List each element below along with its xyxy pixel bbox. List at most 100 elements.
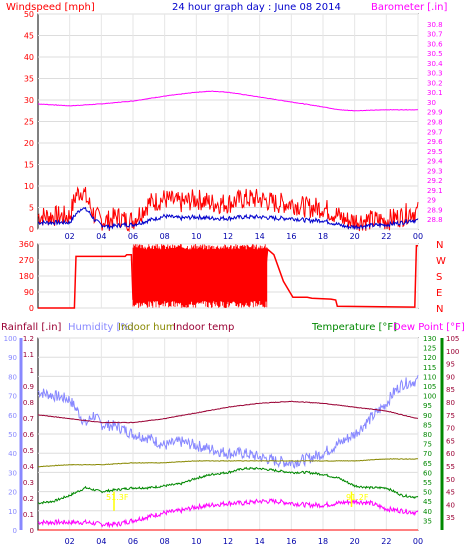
panel1-right-tick: 29.1 (427, 187, 443, 195)
wind-speed-line (37, 206, 419, 231)
panel3-x-tick: 08 (160, 537, 170, 546)
temp-tick: 110 (423, 373, 436, 381)
panel1-right-tick: 30.4 (427, 60, 443, 68)
panel3-right-labels: Temperature [°F] Dew Point [°F] (311, 322, 465, 333)
wind-direction-line (38, 245, 418, 309)
panel1-x-tick: 06 (128, 232, 138, 241)
panel1-x-tick: 04 (96, 232, 106, 241)
panel1-right-tick: 29.9 (427, 109, 443, 117)
dew-tick: 70 (446, 425, 455, 433)
temperature-line (37, 466, 419, 505)
indoor-temp-label: Indoor temp (173, 322, 234, 333)
temp-tick: 75 (423, 441, 432, 449)
panel1-right-label: Barometer [.in] (371, 2, 447, 13)
humidity-tick: 50 (8, 431, 17, 439)
temp-tick: 60 (423, 469, 432, 477)
panel2-left-tick: 270 (19, 256, 34, 265)
panel1-right-tick: 30.3 (427, 70, 443, 78)
temp-tick: 85 (423, 421, 432, 429)
panel1-x-tick: 02 (65, 232, 75, 241)
humidity-tick: 80 (8, 373, 17, 381)
humidity-tick: 70 (8, 393, 17, 401)
dew-tick: 105 (446, 335, 459, 343)
temp-tick: 130 (423, 335, 436, 343)
panel1-left-tick: 35 (24, 75, 34, 84)
dew-tick: 45 (446, 489, 455, 497)
panel3-x-tick: 00 (413, 537, 423, 546)
panel1-x-tick: 16 (286, 232, 296, 241)
panel1-right-tick: 30 (427, 99, 436, 107)
panel3-x-tick: 06 (128, 537, 138, 546)
panel1-left-tick: 5 (29, 204, 34, 213)
rain-tick: 0 (30, 527, 34, 535)
rain-tick: 0.5 (23, 447, 34, 455)
humidity-label: Humidity [%] (68, 322, 134, 333)
panel1-right-tick: 29.6 (427, 138, 443, 146)
dew-tick: 60 (446, 450, 455, 458)
panel3-x-tick: 16 (286, 537, 296, 546)
rain-tick: 1 (30, 367, 34, 375)
panel1-right-tick: 28.9 (427, 206, 443, 214)
panel1-right-tick: 29.2 (427, 177, 443, 185)
temp-tick: 80 (423, 431, 432, 439)
temp-tick: 120 (423, 354, 436, 362)
panel3-x-tick: 22 (381, 537, 391, 546)
panel1-x-tick: 08 (160, 232, 170, 241)
temp-tick: 70 (423, 450, 432, 458)
panel1-title: 24 hour graph day : June 08 2014 (172, 2, 341, 13)
rain-tick: 1.2 (23, 335, 34, 343)
panel1-right-tick: 30.6 (427, 40, 443, 48)
wind-direction-oscillation (132, 244, 268, 308)
dew-tick: 80 (446, 399, 455, 407)
dew-tick: 90 (446, 373, 455, 381)
dew-tick: 35 (446, 514, 455, 522)
panel2-compass-label: W (436, 256, 446, 267)
panel1-right-tick: 30.2 (427, 79, 443, 87)
panel1-right-tick: 30.5 (427, 50, 443, 58)
rain-tick: 0.9 (23, 383, 34, 391)
dew-tick: 85 (446, 386, 455, 394)
temp-tick: 65 (423, 460, 432, 468)
panel3-left-labels: Rainfall [.in] Humidity [%] Indoor hum I… (1, 322, 234, 333)
dew-tick: 50 (446, 476, 455, 484)
dew-tick: 65 (446, 437, 455, 445)
temp-tick: 55 (423, 479, 432, 487)
panel1-x-tick: 20 (350, 232, 360, 241)
panel2-left-tick: 180 (19, 272, 34, 281)
indoor-temp-line (37, 400, 419, 424)
temp-tick: 95 (423, 402, 432, 410)
rainfall-label: Rainfall [.in] (1, 322, 62, 333)
panel2-compass-label: S (436, 272, 442, 283)
panel1-x-tick: 10 (191, 232, 201, 241)
panel1-x-tick: 18 (318, 232, 328, 241)
temp-tick: 90 (423, 412, 432, 420)
temp-tick: 115 (423, 364, 436, 372)
rain-tick: 0.2 (23, 495, 34, 503)
panel1-x-tick: 12 (223, 232, 233, 241)
rain-tick: 1.1 (23, 351, 34, 359)
temperature-label: Temperature [°F] (311, 322, 397, 333)
panel1-right-tick: 29.7 (427, 128, 443, 136)
panel1-left-tick: 15 (24, 161, 34, 170)
panel3-x-tick: 12 (223, 537, 233, 546)
panel2-left-tick: 360 (19, 240, 34, 249)
temp-tick: 100 (423, 393, 436, 401)
annotation-min-temp: 51.3F (106, 493, 129, 502)
panel2-left-tick: 0 (29, 304, 34, 313)
panel1-x-tick: 00 (413, 232, 423, 241)
dew-tick: 75 (446, 412, 455, 420)
panel1-left-tick: 40 (24, 53, 34, 62)
panel1-right-tick: 29.3 (427, 167, 443, 175)
panel1-left-label: Windspeed [mph] (6, 2, 95, 13)
panel1-left-tick: 25 (24, 118, 34, 127)
humidity-tick: 40 (8, 450, 17, 458)
panel2-compass-label: N (436, 304, 443, 315)
panel1-left-tick: 20 (24, 139, 34, 148)
panel1-right-tick: 29.8 (427, 119, 443, 127)
dew-tick: 100 (446, 348, 459, 356)
temp-tick: 125 (423, 345, 436, 353)
dew-tick: 95 (446, 361, 455, 369)
panel1-left-tick: 30 (24, 96, 34, 105)
humidity-tick: 0 (13, 527, 17, 535)
